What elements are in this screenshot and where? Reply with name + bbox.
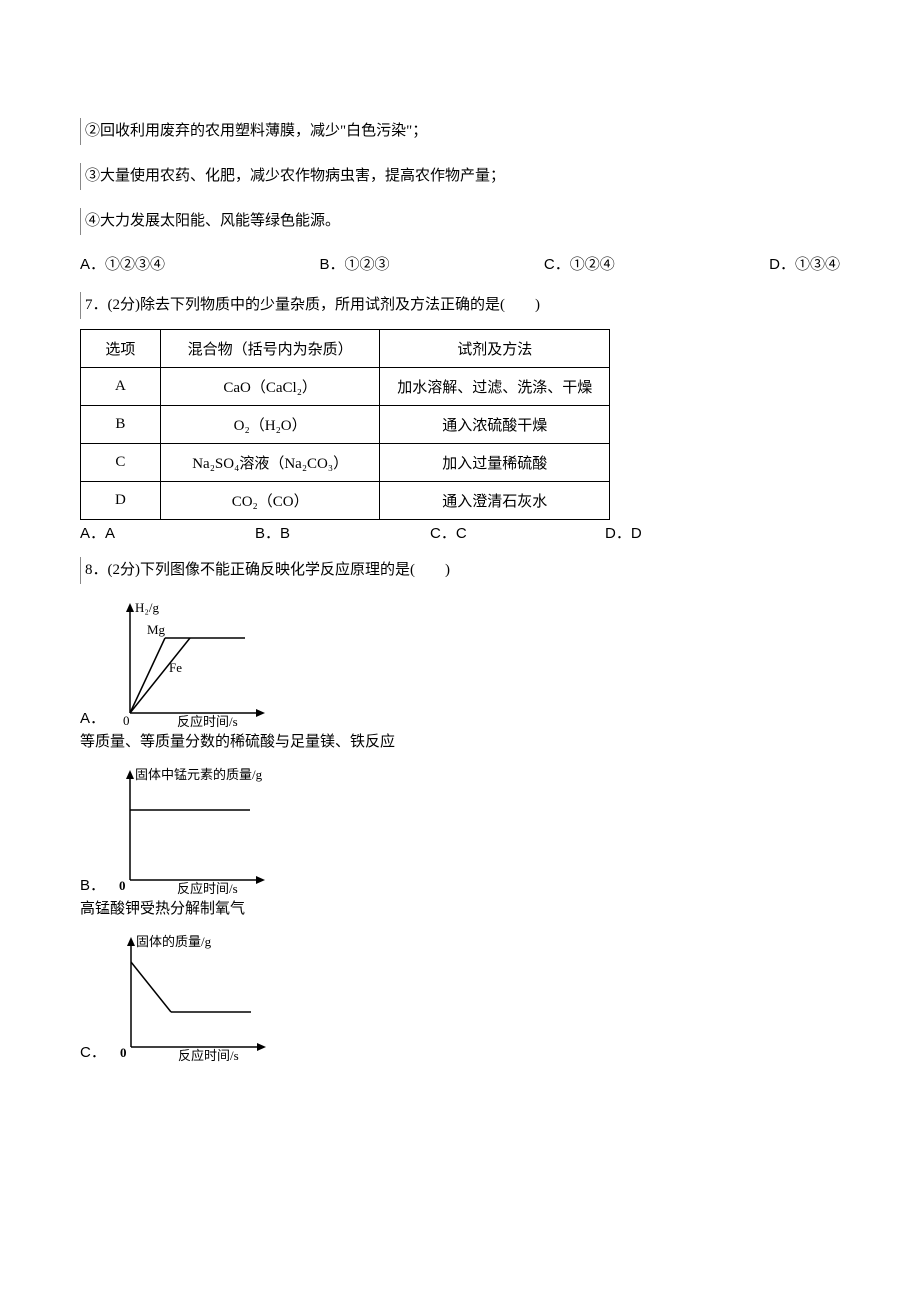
q8-c-svg: 固体的质量/g 0 反应时间/s xyxy=(106,932,286,1062)
svg-text:反应时间/s: 反应时间/s xyxy=(177,881,238,895)
q8-b-svg: 固体中锰元素的质量/g 0 反应时间/s xyxy=(105,765,305,895)
q7-r2c2: O₂（H₂O） xyxy=(160,406,380,444)
q8-b-label: B． xyxy=(80,874,105,895)
svg-text:0: 0 xyxy=(120,1045,127,1060)
q8-stem: 8．(2分)下列图像不能正确反映化学反应原理的是( ) xyxy=(80,557,840,584)
svg-text:反应时间/s: 反应时间/s xyxy=(178,1048,239,1062)
q6-option-d[interactable]: D．①③④ xyxy=(769,253,840,274)
q7-r4c2: CO₂（CO） xyxy=(160,482,380,520)
statement-3: ③大量使用农药、化肥，减少农作物病虫害，提高农作物产量； xyxy=(80,163,840,190)
q7-r4c1: D xyxy=(81,482,161,520)
svg-text:反应时间/s: 反应时间/s xyxy=(177,714,238,728)
q7-option-c[interactable]: C．C xyxy=(430,522,605,543)
q8-chart-a: A． H₂/g 0 Mg Fe 反应时间/s 等质量、等质量分数的稀硫酸与足量镁… xyxy=(80,598,840,751)
q7-stem: 7．(2分)除去下列物质中的少量杂质，所用试剂及方法正确的是( ) xyxy=(80,292,840,319)
q8-chart-c: C． 固体的质量/g 0 反应时间/s xyxy=(80,932,840,1062)
statement-4: ④大力发展太阳能、风能等绿色能源。 xyxy=(80,208,840,235)
q6-options: A．①②③④ B．①②③ C．①②④ D．①③④ xyxy=(80,253,840,274)
svg-text:H₂/g: H₂/g xyxy=(135,600,160,615)
q7-option-b[interactable]: B．B xyxy=(255,522,430,543)
q7-th-2: 混合物（括号内为杂质） xyxy=(160,330,380,368)
statement-2: ②回收利用废弃的农用塑料薄膜，减少"白色污染"； xyxy=(80,118,840,145)
q8-a-svg: H₂/g 0 Mg Fe 反应时间/s xyxy=(105,598,275,728)
svg-text:Fe: Fe xyxy=(169,660,182,675)
q7-r3c1: C xyxy=(81,444,161,482)
q7-options: A．A B．B C．C D．D xyxy=(80,522,780,543)
q6-option-c[interactable]: C．①②④ xyxy=(544,253,615,274)
q7-r3c3: 加入过量稀硫酸 xyxy=(380,444,610,482)
q7-option-d[interactable]: D．D xyxy=(605,522,780,543)
q7-r2c1: B xyxy=(81,406,161,444)
q8-a-label: A． xyxy=(80,707,105,728)
q6-option-a[interactable]: A．①②③④ xyxy=(80,253,165,274)
q8-b-caption: 高锰酸钾受热分解制氧气 xyxy=(80,897,840,918)
q7-option-a[interactable]: A．A xyxy=(80,522,255,543)
q8-a-caption: 等质量、等质量分数的稀硫酸与足量镁、铁反应 xyxy=(80,730,840,751)
svg-text:0: 0 xyxy=(123,713,130,728)
q7-r2c3: 通入浓硫酸干燥 xyxy=(380,406,610,444)
q8-c-label: C． xyxy=(80,1041,106,1062)
q7-r1c2: CaO（CaCl₂） xyxy=(160,368,380,406)
svg-text:固体中锰元素的质量/g: 固体中锰元素的质量/g xyxy=(135,767,263,782)
q6-option-b[interactable]: B．①②③ xyxy=(319,253,389,274)
svg-text:0: 0 xyxy=(119,878,126,893)
q8-chart-b: B． 固体中锰元素的质量/g 0 反应时间/s 高锰酸钾受热分解制氧气 xyxy=(80,765,840,918)
q7-r1c1: A xyxy=(81,368,161,406)
q7-r1c3: 加水溶解、过滤、洗涤、干燥 xyxy=(380,368,610,406)
q7-table: 选项 混合物（括号内为杂质） 试剂及方法 A CaO（CaCl₂） 加水溶解、过… xyxy=(80,329,610,520)
svg-text:固体的质量/g: 固体的质量/g xyxy=(136,934,212,949)
q7-r4c3: 通入澄清石灰水 xyxy=(380,482,610,520)
svg-text:Mg: Mg xyxy=(147,622,166,637)
q7-r3c2: Na₂SO₄溶液（Na₂CO₃） xyxy=(160,444,380,482)
q7-th-1: 选项 xyxy=(81,330,161,368)
q7-th-3: 试剂及方法 xyxy=(380,330,610,368)
